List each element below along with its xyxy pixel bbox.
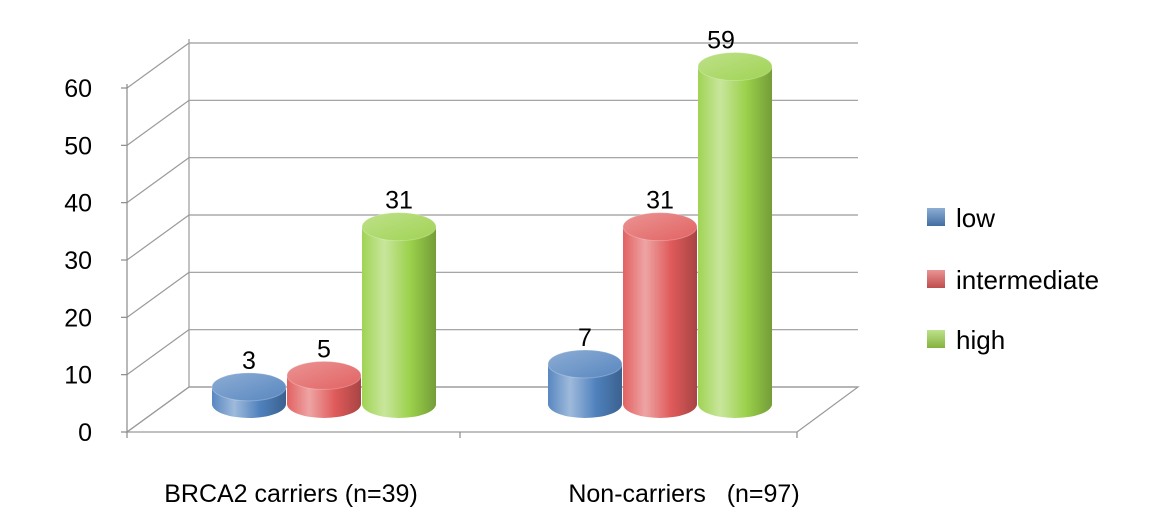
bar-top bbox=[211, 372, 287, 402]
legend: low intermediate high bbox=[927, 203, 1099, 355]
legend-swatch-high bbox=[927, 330, 945, 348]
ytick-label-30: 30 bbox=[64, 247, 92, 275]
data-label-high-1: 59 bbox=[707, 27, 735, 55]
gridline-side-20 bbox=[126, 271, 190, 318]
legend-label-intermediate: intermediate bbox=[956, 265, 1099, 295]
ytick-label-20: 20 bbox=[64, 304, 92, 332]
gridline-side-10 bbox=[126, 329, 190, 376]
bar-body bbox=[362, 226, 436, 418]
bar-intermediate-1 bbox=[622, 212, 698, 418]
bar-body bbox=[548, 363, 622, 418]
bar-top bbox=[286, 360, 362, 390]
data-label-high-0: 31 bbox=[385, 187, 413, 215]
bar-body bbox=[698, 66, 772, 419]
ytick-label-0: 0 bbox=[78, 419, 92, 447]
gridline-side-60 bbox=[126, 42, 190, 89]
legend-swatch-low bbox=[927, 208, 945, 226]
legend-label-high: high bbox=[956, 325, 1005, 355]
category-label-1: Non-carriers (n=97) bbox=[568, 480, 799, 508]
data-label-low-1: 7 bbox=[578, 324, 592, 352]
bars bbox=[211, 52, 773, 419]
bar-intermediate-0 bbox=[286, 360, 362, 418]
ytick-label-40: 40 bbox=[64, 190, 92, 218]
legend-item-high: high bbox=[927, 325, 1005, 355]
bar-top bbox=[622, 212, 698, 242]
legend-label-low: low bbox=[956, 203, 995, 233]
bar-high-0 bbox=[361, 212, 437, 418]
bar-top bbox=[547, 349, 623, 379]
legend-swatch-intermediate bbox=[927, 270, 945, 288]
legend-item-intermediate: intermediate bbox=[927, 265, 1099, 295]
data-label-intermediate-0: 5 bbox=[317, 335, 331, 363]
category-label-0: BRCA2 carriers (n=39) bbox=[164, 480, 418, 508]
axes: 0 10 20 30 40 50 60 BRCA2 carriers (n=39) Non-ca… bbox=[64, 75, 799, 508]
bar-body bbox=[623, 226, 697, 418]
data-labels: 3 5 31 7 31 59 bbox=[242, 27, 735, 375]
bar-low-1 bbox=[547, 349, 623, 418]
data-label-intermediate-1: 31 bbox=[646, 187, 674, 215]
gridline-side-30 bbox=[126, 214, 190, 261]
bar-high-1 bbox=[697, 52, 773, 419]
ytick-label-60: 60 bbox=[64, 75, 92, 103]
bar-low-0 bbox=[211, 372, 287, 418]
gridline-side-50 bbox=[126, 99, 190, 146]
gridline-side-40 bbox=[126, 157, 190, 204]
data-label-low-0: 3 bbox=[242, 347, 256, 375]
legend-item-low: low bbox=[927, 203, 995, 233]
ytick-label-50: 50 bbox=[64, 132, 92, 160]
ytick-label-10: 10 bbox=[64, 362, 92, 390]
floor bbox=[125, 386, 860, 433]
bar-top bbox=[361, 212, 437, 242]
bar-top bbox=[697, 52, 773, 82]
